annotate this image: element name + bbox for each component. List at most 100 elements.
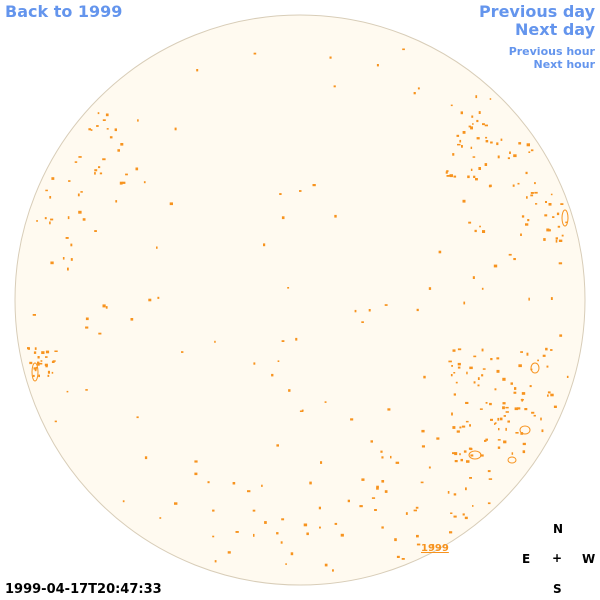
- contour-speck: [50, 261, 54, 265]
- contour-speck: [453, 493, 457, 496]
- contour-speck: [96, 125, 99, 127]
- contour-speck: [212, 509, 215, 512]
- contour-speck: [456, 430, 460, 433]
- contour-speck: [85, 389, 88, 391]
- contour-speck: [135, 167, 139, 171]
- contour-speck: [545, 347, 548, 351]
- contour-speck: [174, 502, 178, 505]
- contour-speck: [67, 267, 69, 271]
- contour-speck: [85, 317, 89, 321]
- contour-speck: [235, 531, 239, 533]
- contour-speck: [465, 487, 467, 491]
- contour-speck: [547, 391, 551, 394]
- contour-speck: [490, 141, 493, 144]
- contour-speck: [421, 445, 425, 448]
- contour-speck: [80, 191, 83, 193]
- contour-speck: [457, 143, 461, 146]
- contour-speck: [489, 402, 492, 406]
- contour-speck: [561, 234, 564, 237]
- contour-speck: [370, 440, 373, 443]
- contour-speck: [395, 461, 400, 464]
- contour-speck: [51, 371, 54, 374]
- contour-speck: [194, 460, 198, 463]
- contour-loop: [530, 362, 540, 374]
- contour-speck: [36, 220, 38, 222]
- contour-speck: [277, 360, 280, 362]
- solar-disk: [14, 14, 586, 586]
- contour-speck: [518, 142, 522, 145]
- contour-speck: [517, 182, 520, 185]
- contour-speck: [287, 287, 290, 289]
- contour-speck: [452, 426, 456, 429]
- contour-speck: [324, 563, 328, 567]
- contour-speck: [102, 158, 106, 161]
- contour-speck: [512, 184, 515, 187]
- year-link[interactable]: 1999: [421, 543, 449, 554]
- contour-speck: [115, 200, 118, 203]
- contour-speck: [462, 513, 465, 516]
- contour-speck: [469, 424, 471, 427]
- contour-speck: [136, 416, 139, 419]
- contour-speck: [384, 490, 388, 493]
- next-hour-link[interactable]: Next hour: [533, 58, 596, 71]
- contour-loop: [31, 362, 39, 382]
- contour-speck: [470, 168, 473, 171]
- contour-speck: [194, 472, 198, 476]
- next-day-link[interactable]: Next day: [515, 20, 595, 39]
- contour-speck: [27, 347, 29, 350]
- contour-speck: [253, 362, 256, 365]
- contour-speck: [413, 92, 416, 95]
- contour-speck: [550, 349, 553, 351]
- contour-speck: [473, 175, 476, 178]
- contour-speck: [478, 167, 481, 170]
- contour-speck: [470, 454, 474, 457]
- contour-speck: [547, 394, 549, 397]
- compass-east: E: [522, 552, 531, 566]
- contour-speck: [51, 361, 55, 363]
- contour-speck: [482, 230, 486, 233]
- contour-speck: [467, 175, 470, 179]
- contour-speck: [535, 203, 538, 205]
- previous-hour-link[interactable]: Previous hour: [508, 45, 595, 58]
- contour-speck: [109, 136, 113, 139]
- contour-speck: [70, 243, 73, 247]
- contour-speck: [502, 406, 505, 410]
- contour-speck: [415, 506, 419, 509]
- contour-speck: [465, 420, 469, 423]
- contour-speck: [472, 276, 475, 279]
- contour-speck: [558, 239, 563, 242]
- contour-speck: [466, 460, 470, 463]
- contour-speck: [557, 225, 561, 228]
- contour-speck: [420, 481, 424, 484]
- contour-speck: [505, 406, 509, 409]
- contour-loop: [507, 456, 517, 464]
- contour-speck: [496, 142, 499, 146]
- contour-speck: [88, 128, 91, 131]
- contour-speck: [513, 391, 517, 394]
- contour-speck: [513, 258, 516, 261]
- contour-speck: [290, 552, 294, 556]
- contour-speck: [33, 367, 37, 370]
- contour-speck: [402, 48, 405, 51]
- contour-speck: [381, 456, 384, 459]
- contour-speck: [94, 169, 98, 172]
- back-to-1999-link[interactable]: Back to 1999: [5, 2, 123, 21]
- contour-speck: [515, 432, 519, 434]
- contour-speck: [488, 478, 493, 480]
- contour-speck: [475, 95, 478, 99]
- contour-speck: [106, 128, 109, 130]
- contour-speck: [232, 482, 236, 485]
- contour-speck: [394, 538, 397, 542]
- contour-speck: [477, 377, 480, 380]
- contour-speck: [105, 113, 109, 117]
- contour-speck: [271, 373, 274, 377]
- contour-speck: [98, 332, 102, 335]
- contour-speck: [487, 502, 491, 505]
- contour-speck: [303, 523, 308, 527]
- contour-speck: [530, 194, 534, 197]
- contour-speck: [524, 408, 528, 411]
- contour-speck: [97, 112, 100, 115]
- contour-speck: [381, 526, 384, 529]
- contour-speck: [485, 140, 489, 143]
- previous-day-link[interactable]: Previous day: [478, 2, 595, 21]
